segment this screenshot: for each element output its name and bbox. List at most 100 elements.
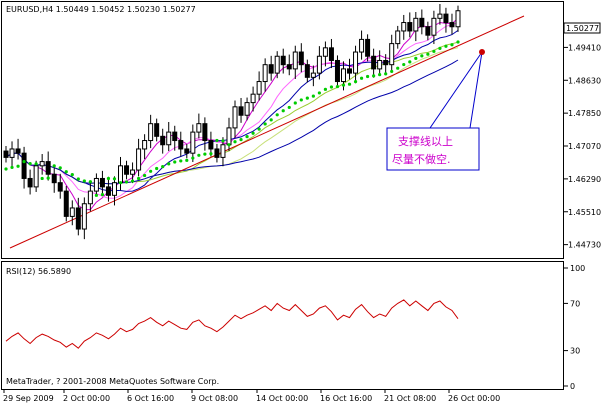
candle-body	[226, 127, 232, 146]
sar-dot	[124, 180, 129, 184]
candle-body	[202, 123, 208, 142]
candle-body	[124, 165, 130, 175]
sar-dot	[263, 122, 267, 126]
sar-dot	[390, 69, 394, 74]
candle-body	[353, 51, 359, 74]
price-tick-label: 1.47850	[568, 109, 601, 118]
sar-dot	[335, 84, 340, 89]
sar-dot	[76, 177, 80, 181]
sar-dot	[257, 127, 261, 131]
candle-body	[81, 203, 87, 230]
candle-body	[111, 182, 117, 196]
candle-body	[220, 144, 226, 158]
sar-dot	[215, 138, 219, 143]
support-line	[9, 15, 525, 249]
candle-body	[33, 165, 39, 188]
sar-dot	[287, 105, 291, 110]
candle-body	[93, 177, 99, 192]
candle-body	[3, 150, 9, 158]
price-axis: 1.49410 1.48630 1.47850 1.47070 1.46290 1.455…	[564, 43, 601, 250]
rsi-tick-label: 70	[570, 299, 580, 308]
candle-body	[322, 47, 328, 57]
sar-dot	[173, 160, 177, 164]
sar-dot	[341, 83, 346, 87]
time-tick-label: 16 Oct 16:00	[320, 394, 372, 403]
candle-body	[142, 140, 148, 150]
candle-body	[105, 186, 111, 196]
sar-dot	[372, 74, 376, 78]
sar-dot	[305, 96, 309, 100]
moving-averages	[5, 18, 459, 211]
candle-body	[425, 26, 431, 36]
candle-body	[69, 207, 75, 217]
candle-body	[172, 131, 178, 142]
sar-dot	[149, 169, 153, 173]
candle-body	[160, 135, 166, 146]
sar-dot	[251, 131, 255, 135]
sar-dot	[167, 162, 171, 166]
time-tick-label: 2 Oct 00:00	[63, 394, 110, 403]
sar-dot	[100, 193, 105, 197]
time-tick-label: 14 Oct 00:00	[256, 394, 308, 403]
candle-body	[130, 169, 136, 175]
parabolic-sar	[4, 40, 460, 197]
sar-dot	[450, 43, 454, 47]
rsi-line	[5, 299, 459, 349]
price-tick-label: 1.44730	[568, 241, 601, 250]
sar-dot	[191, 156, 195, 160]
sar-dot	[70, 173, 74, 177]
sar-dot	[203, 152, 207, 156]
candle-body	[208, 140, 214, 150]
sar-dot	[408, 60, 412, 64]
sar-dot	[359, 76, 364, 80]
ma-fast2-line	[5, 22, 459, 199]
sar-dot	[245, 135, 249, 139]
annotation-box	[386, 127, 480, 171]
rsi-series	[5, 299, 459, 349]
rsi-tick-label: 100	[570, 264, 585, 273]
sar-dot	[311, 94, 315, 98]
sar-dot	[221, 139, 225, 143]
candle-body	[244, 102, 250, 116]
annotation-text-line2: 尽量不做空.	[392, 152, 451, 166]
sar-dot	[317, 91, 321, 95]
sar-dot	[143, 173, 147, 178]
candle-body	[87, 190, 93, 205]
sar-dot	[293, 101, 297, 105]
candle-body	[280, 55, 286, 66]
sar-dot	[269, 118, 273, 122]
rsi-axis: 100 70 30 0	[564, 264, 585, 391]
sar-dot	[227, 143, 231, 147]
candle-body	[371, 55, 377, 70]
price-tick-label: 1.47070	[568, 142, 601, 151]
candle-body	[118, 165, 124, 184]
time-tick-label: 29 Sep 2009	[3, 394, 54, 403]
candle-body	[395, 30, 401, 45]
candle-body	[449, 22, 455, 28]
sar-dot	[28, 162, 32, 166]
sar-dot	[118, 181, 123, 185]
candle-body	[340, 68, 346, 83]
copyright-text: MetaTrader, ? 2001-2008 MetaQuotes Softw…	[6, 377, 219, 386]
candle-body	[437, 13, 443, 19]
sar-dot	[64, 170, 68, 174]
price-tick-label: 1.46290	[568, 175, 601, 184]
sar-dot	[106, 176, 111, 181]
candle-body	[154, 123, 160, 137]
sar-dot	[94, 193, 98, 197]
candle-body	[455, 10, 461, 28]
candle-body	[166, 131, 172, 146]
annotation-dot	[479, 49, 485, 55]
candle-body	[347, 68, 353, 74]
annotation-pointer-1	[429, 51, 483, 129]
candle-body	[292, 51, 298, 70]
sar-dot	[185, 158, 189, 162]
time-tick-label: 26 Oct 00:00	[448, 394, 500, 403]
sar-dot	[366, 74, 370, 79]
candle-body	[268, 64, 274, 74]
price-tick-label: 1.49410	[568, 43, 601, 52]
candle-body	[419, 17, 425, 28]
candle-body	[383, 59, 389, 66]
